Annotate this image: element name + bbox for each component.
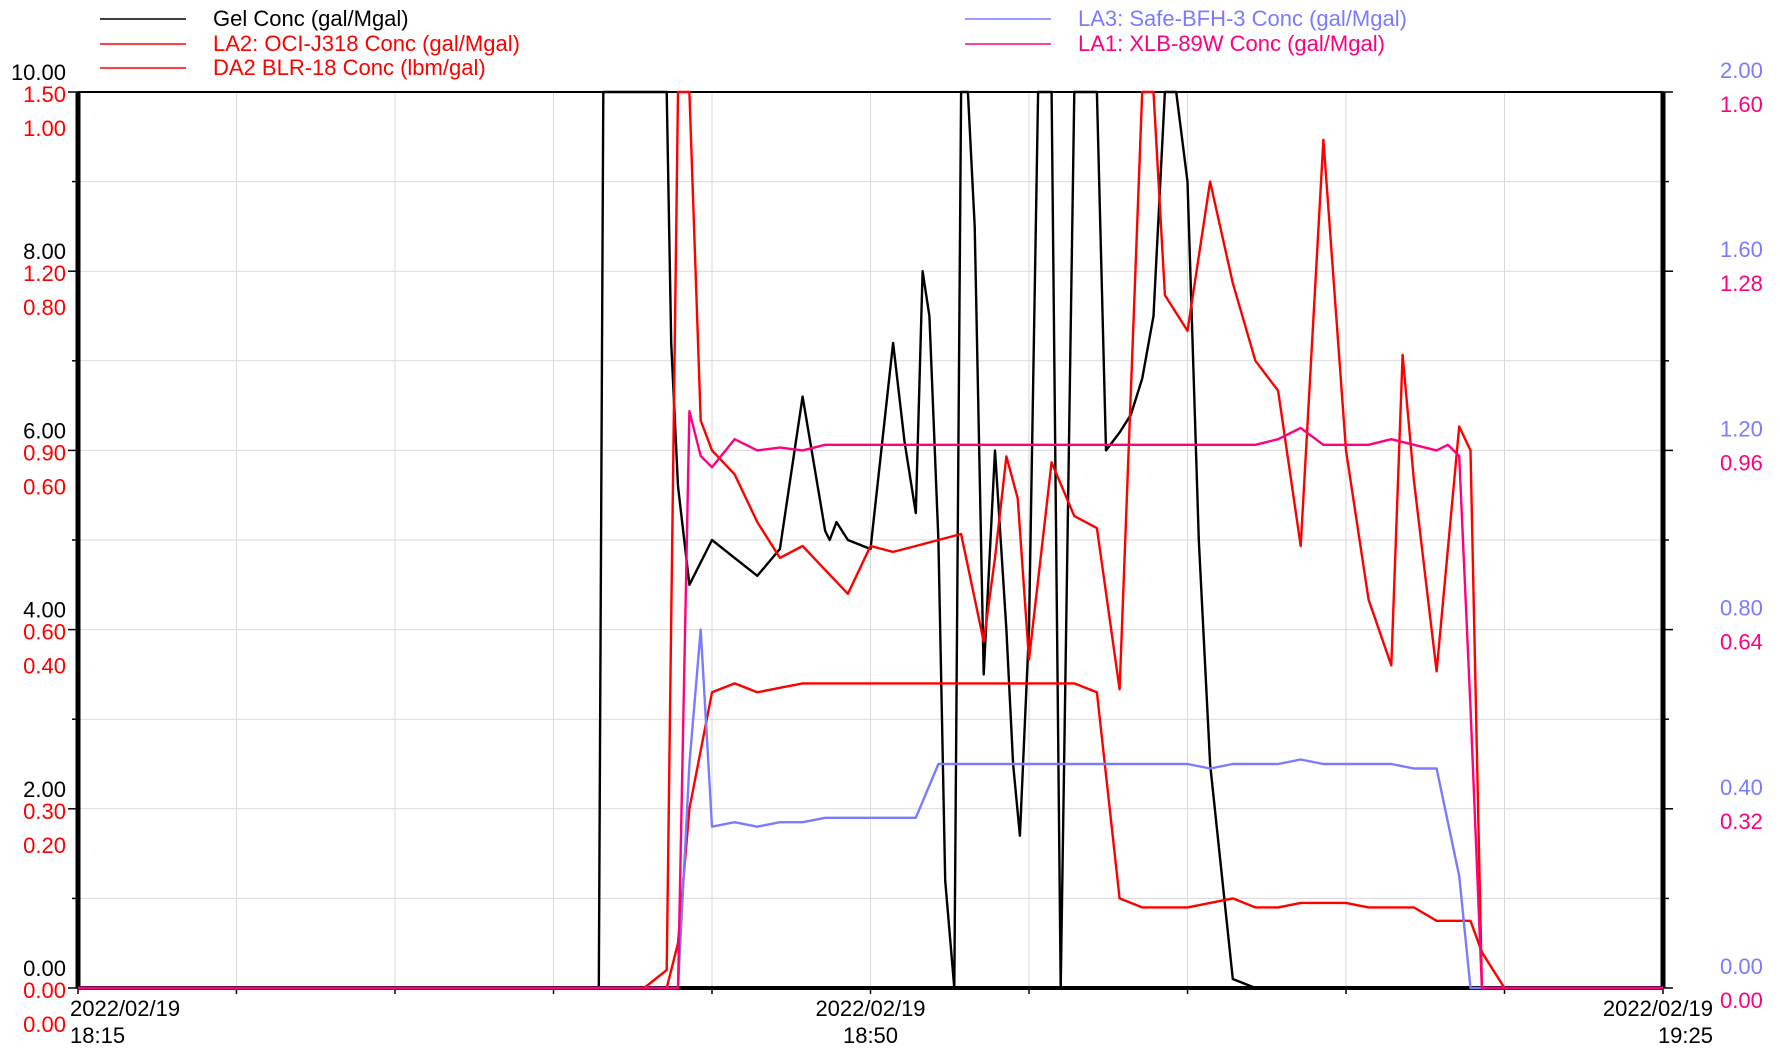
legend-label: LA1: XLB-89W Conc (gal/Mgal) — [1078, 31, 1385, 56]
right-axis-1-tick-label: 0.32 — [1720, 809, 1763, 834]
left-axis-1-tick-label: 0.30 — [23, 799, 66, 824]
right-axis-0-tick-label: 2.00 — [1720, 58, 1763, 83]
axis-layer — [68, 91, 1673, 994]
left-axis-2-tick-label: 1.00 — [23, 116, 66, 141]
left-axis-1-tick-label: 1.20 — [23, 261, 66, 286]
x-tick-time-label: 19:25 — [1658, 1023, 1713, 1048]
left-axis-2-tick-label: 0.20 — [23, 833, 66, 858]
legend-label: DA2 BLR-18 Conc (lbm/gal) — [213, 55, 486, 80]
series-line-4 — [78, 410, 1663, 990]
legend-label: LA3: Safe-BFH-3 Conc (gal/Mgal) — [1078, 6, 1407, 31]
right-axis-1-tick-label: 1.60 — [1720, 92, 1763, 117]
left-axis-0-tick-label: 8.00 — [23, 239, 66, 264]
right-axis-1-tick-label: 0.96 — [1720, 450, 1763, 475]
legend-layer: Gel Conc (gal/Mgal)LA2: OCI-J318 Conc (g… — [100, 6, 1407, 80]
series-line-2 — [78, 682, 1663, 990]
left-axis-1-tick-label: 1.50 — [23, 82, 66, 107]
right-axis-1-tick-label: 0.64 — [1720, 630, 1763, 655]
x-tick-time-label: 18:50 — [843, 1023, 898, 1048]
left-axis-1-tick-label: 0.60 — [23, 620, 66, 645]
right-axis-1-tick-label: 1.28 — [1720, 271, 1763, 296]
left-axis-0-tick-label: 10.00 — [11, 60, 66, 85]
right-axis-0-tick-label: 0.40 — [1720, 775, 1763, 800]
legend-label: LA2: OCI-J318 Conc (gal/Mgal) — [213, 31, 520, 56]
left-axis-2-tick-label: 0.00 — [23, 1012, 66, 1037]
left-axis-1-tick-label: 0.90 — [23, 440, 66, 465]
legend-label: Gel Conc (gal/Mgal) — [213, 6, 409, 31]
left-axis-1-tick-label: 0.00 — [23, 978, 66, 1003]
x-tick-date-label: 2022/02/19 — [1603, 996, 1713, 1021]
left-axis-2-tick-label: 0.80 — [23, 295, 66, 320]
left-axis-2-tick-label: 0.60 — [23, 474, 66, 499]
x-tick-time-label: 18:15 — [70, 1023, 125, 1048]
tick-layer: 0.00 2.00 4.00 6.00 8.00 10.00 0.00 0.30 0.60 0.9… — [11, 58, 1763, 1048]
left-axis-0-tick-label: 6.00 — [23, 418, 66, 443]
series-layer — [78, 90, 1663, 990]
left-axis-0-tick-label: 0.00 — [23, 956, 66, 981]
right-axis-0-tick-label: 0.00 — [1720, 954, 1763, 979]
left-axis-2-tick-label: 0.40 — [23, 654, 66, 679]
right-axis-0-tick-label: 1.60 — [1720, 237, 1763, 262]
series-line-1 — [78, 90, 1663, 990]
series-line-3 — [78, 628, 1663, 990]
series-line-0 — [78, 90, 1663, 990]
left-axis-0-tick-label: 2.00 — [23, 777, 66, 802]
right-axis-0-tick-label: 1.20 — [1720, 416, 1763, 441]
x-tick-date-label: 2022/02/19 — [70, 996, 180, 1021]
left-axis-0-tick-label: 4.00 — [23, 598, 66, 623]
x-tick-date-label: 2022/02/19 — [815, 996, 925, 1021]
right-axis-1-tick-label: 0.00 — [1720, 988, 1763, 1013]
right-axis-0-tick-label: 0.80 — [1720, 596, 1763, 621]
